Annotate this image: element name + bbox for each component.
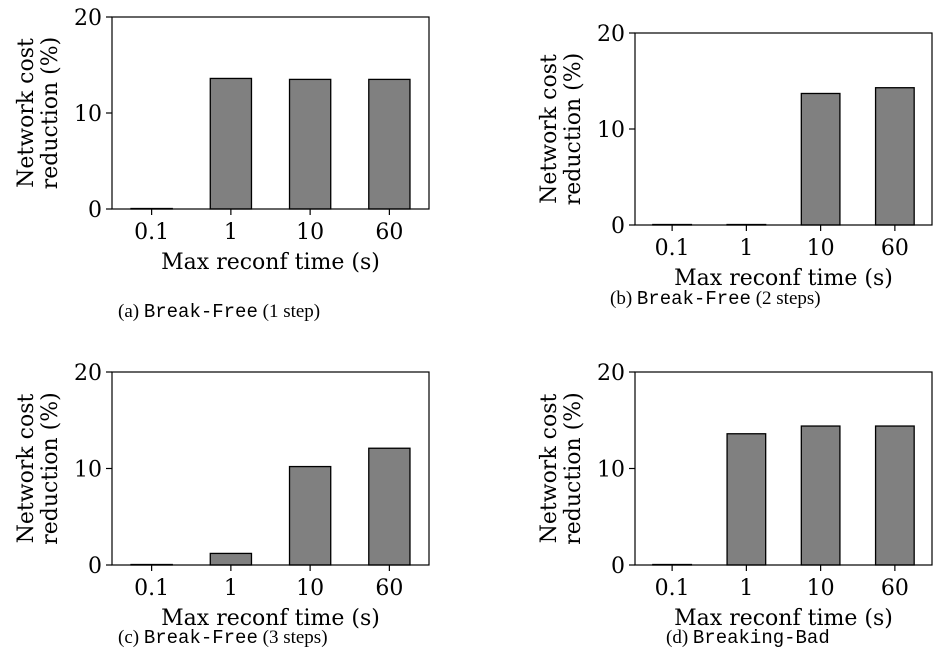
caption-algorithm-name: Break-Free — [143, 627, 258, 649]
y-tick-label: 0 — [611, 214, 625, 239]
y-axis-label-line: reduction (%) — [561, 53, 586, 205]
x-tick-label: 1 — [739, 236, 753, 261]
bar-60 — [874, 87, 915, 226]
subplot-d: 0 10 20 0.1 1 10 60 Max reconf time (s) Network … — [537, 361, 933, 631]
y-tick-label: 20 — [74, 6, 102, 31]
caption-algorithm-name: Breaking-Bad — [692, 627, 830, 649]
x-tick-label: 10 — [807, 576, 835, 601]
y-axis-label-line: Network cost — [14, 38, 39, 188]
x-tick-label: 1 — [739, 576, 753, 601]
x-tick-label: 10 — [807, 236, 835, 261]
bar-1 — [209, 77, 253, 210]
bar-1 — [209, 552, 253, 566]
caption-suffix: (3 steps) — [257, 627, 328, 648]
y-tick-label: 20 — [597, 22, 625, 47]
subplot-c: 0 10 20 0.1 1 10 60 Max reconf time (s) Network … — [14, 361, 430, 631]
subplot-b: 0 10 20 0.1 1 10 60 Max reconf time (s) Network … — [537, 22, 933, 291]
bar-10 — [800, 425, 841, 566]
caption-algorithm-name: Break-Free — [636, 288, 751, 310]
bar-10 — [800, 92, 841, 226]
y-axis-label-line: reduction (%) — [38, 392, 63, 544]
x-tick-label: 0.1 — [134, 576, 169, 601]
caption-suffix: (1 step) — [257, 301, 321, 322]
subplot-caption: (b) Break-Free (2 steps) — [610, 288, 821, 310]
x-tick-label: 60 — [375, 220, 403, 245]
bar-10 — [288, 78, 332, 210]
x-axis-label: Max reconf time (s) — [161, 250, 380, 275]
y-axis-label-line: reduction (%) — [561, 392, 586, 544]
y-tick-label: 20 — [74, 361, 102, 386]
x-tick-label: 60 — [375, 576, 403, 601]
x-tick-label: 0.1 — [655, 236, 690, 261]
y-axis-label-line: reduction (%) — [38, 37, 63, 189]
subplot-caption: (d) Breaking-Bad — [666, 627, 830, 649]
x-tick-label: 0.1 — [134, 220, 169, 245]
y-axis-label-line: Network cost — [537, 54, 562, 204]
x-tick-label: 10 — [296, 220, 324, 245]
x-tick-label: 60 — [881, 236, 909, 261]
y-tick-label: 10 — [597, 118, 625, 143]
y-tick-label: 10 — [597, 458, 625, 483]
y-axis-label-line: Network cost — [537, 393, 562, 543]
caption-prefix: (c) — [118, 627, 144, 648]
y-tick-label: 10 — [74, 102, 102, 127]
subplot-a: 0 10 20 0.1 1 10 60 Max reconf time (s) Network … — [14, 6, 430, 275]
caption-prefix: (a) — [118, 301, 144, 322]
y-tick-label: 0 — [88, 198, 102, 223]
y-tick-label: 10 — [74, 458, 102, 483]
y-axis-label-line: Network cost — [14, 393, 39, 543]
bar-60 — [368, 447, 411, 566]
x-tick-label: 0.1 — [655, 576, 690, 601]
y-tick-label: 0 — [88, 554, 102, 579]
caption-prefix: (d) — [666, 627, 693, 648]
x-tick-label: 1 — [224, 220, 238, 245]
y-tick-label: 0 — [611, 554, 625, 579]
subplot-caption: (c) Break-Free (3 steps) — [118, 627, 328, 649]
x-tick-label: 10 — [296, 576, 324, 601]
bar-1 — [726, 433, 767, 566]
caption-prefix: (b) — [610, 288, 637, 309]
bar-60 — [874, 425, 915, 566]
caption-algorithm-name: Break-Free — [143, 301, 258, 323]
x-tick-label: 1 — [224, 576, 238, 601]
caption-suffix: (2 steps) — [750, 288, 821, 309]
x-axis-label: Max reconf time (s) — [161, 606, 380, 631]
bar-10 — [288, 465, 332, 566]
bar-60 — [368, 78, 411, 210]
y-tick-label: 20 — [597, 361, 625, 386]
x-axis-label: Max reconf time (s) — [674, 606, 893, 631]
subplot-caption: (a) Break-Free (1 step) — [118, 301, 320, 323]
x-tick-label: 60 — [881, 576, 909, 601]
x-axis-label: Max reconf time (s) — [674, 266, 893, 291]
